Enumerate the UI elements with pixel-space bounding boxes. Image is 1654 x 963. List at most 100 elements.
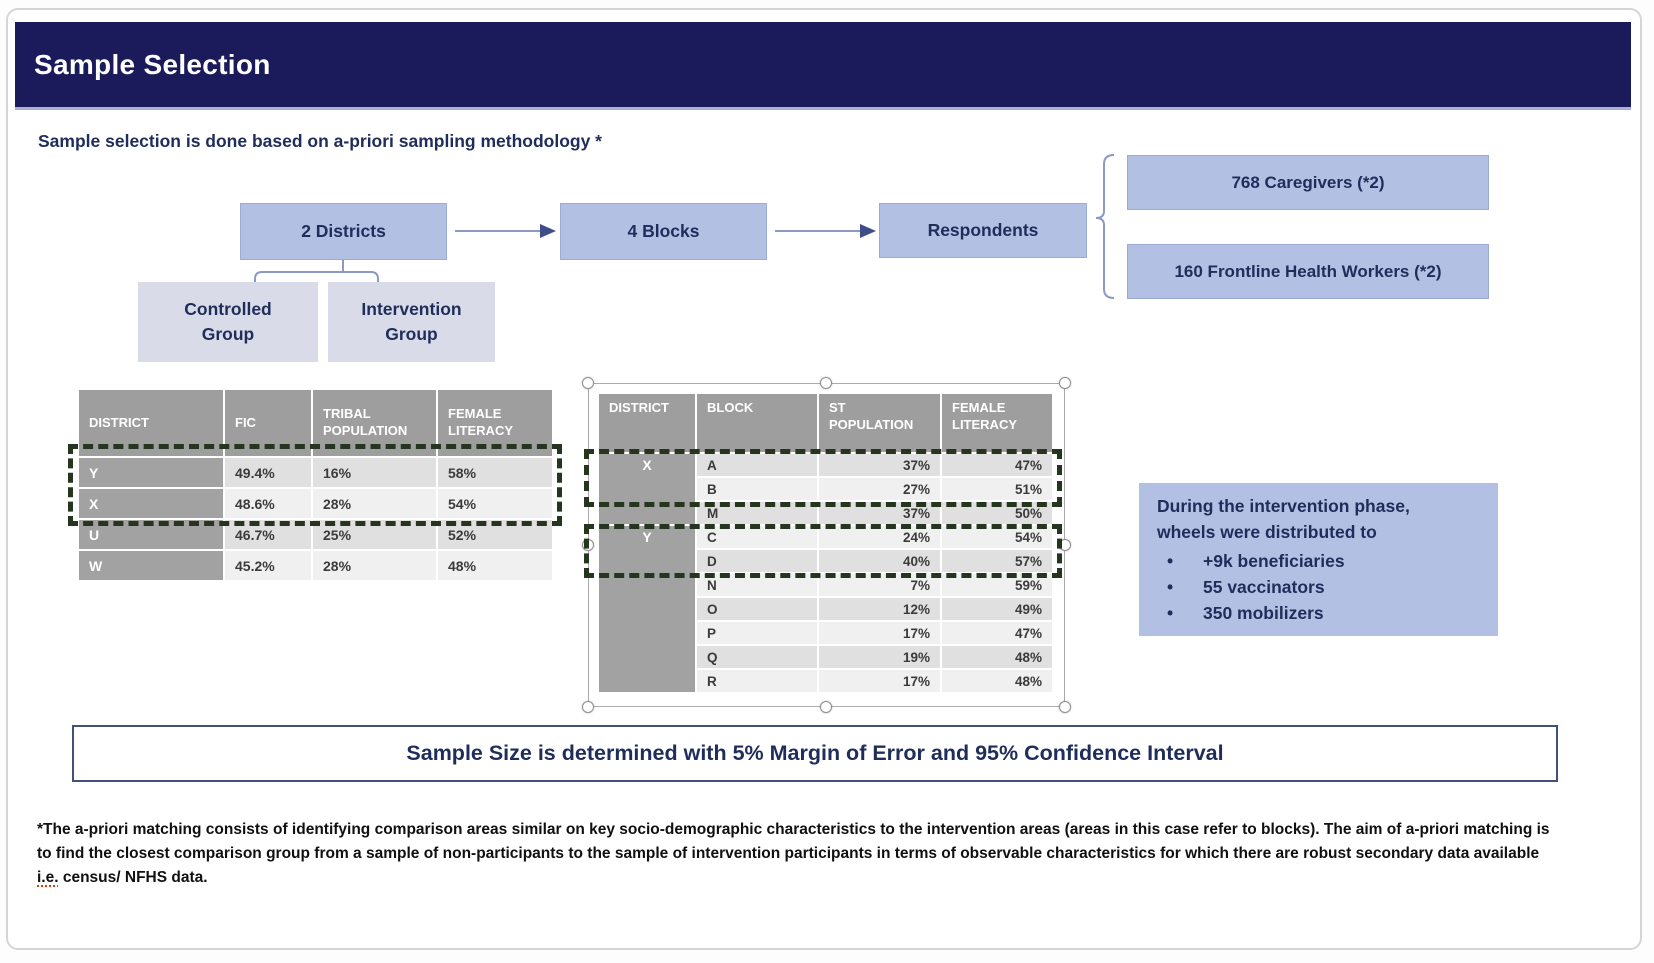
flow-box-label: 768 Caregivers (*2) (1231, 172, 1385, 192)
table-row: W 45.2% 28% 48% (79, 551, 552, 580)
footnote-line-rest: census/ NFHS data. (58, 869, 208, 886)
cell: B (697, 478, 817, 500)
table-row: O 12% 49% (599, 598, 1052, 620)
note-bullet-list: +9k beneficiaries 55 vaccinators 350 mob… (1157, 548, 1486, 627)
cell: 37% (819, 502, 940, 524)
cell: 7% (819, 574, 940, 596)
table-row: B 27% 51% (599, 478, 1052, 500)
cell: 17% (819, 670, 940, 692)
highlight-dashed-box-blocks-y (584, 524, 1062, 578)
flow-box-blocks: 4 Blocks (560, 203, 767, 260)
spellcheck-underlined-text: i.e. (37, 869, 59, 886)
footnote-line: *The a-priori matching consists of ident… (37, 821, 1550, 838)
flow-box-label: Intervention Group (361, 298, 462, 344)
table-header-row: DISTRICT BLOCK ST POPULATION FEMALE LITE… (599, 394, 1052, 452)
note-intro: During the intervention phase, wheels we… (1157, 496, 1410, 543)
cell: 48% (942, 646, 1052, 668)
cell-district-y: Y (599, 526, 695, 692)
list-item: +9k beneficiaries (1157, 548, 1486, 575)
flow-box-controlled-group: Controlled Group (138, 282, 318, 362)
cell: 57% (942, 550, 1052, 572)
cell: 28% (313, 489, 436, 518)
column-header: FEMALE LITERACY (942, 394, 1052, 452)
cell: 28% (313, 551, 436, 580)
block-comparison-table[interactable]: DISTRICT BLOCK ST POPULATION FEMALE LITE… (597, 392, 1054, 694)
cell: 58% (438, 458, 552, 487)
sample-size-banner: Sample Size is determined with 5% Margin… (72, 725, 1558, 782)
table-row: Y 49.4% 16% 58% (79, 458, 552, 487)
table-row: Y C 24% 54% (599, 526, 1052, 692)
table-row: D 40% 57% (599, 550, 1052, 572)
cell: D (697, 550, 817, 572)
table-row: Q 19% 48% (599, 646, 1052, 668)
cell: Q (697, 646, 817, 668)
cell: 51% (942, 478, 1052, 500)
cell: 40% (819, 550, 940, 572)
cell: 47% (942, 454, 1052, 476)
flow-box-caregivers: 768 Caregivers (*2) (1127, 155, 1489, 210)
cell: N (697, 574, 817, 596)
resize-handle-bottom-right[interactable] (1059, 701, 1071, 713)
flow-box-districts: 2 Districts (240, 203, 447, 260)
cell-district: Y (79, 458, 223, 487)
highlight-dashed-box-blocks-x (584, 449, 1062, 507)
cell: 19% (819, 646, 940, 668)
resize-handle-bottom-center[interactable] (820, 701, 832, 713)
list-item: 55 vaccinators (1157, 574, 1486, 601)
cell: 54% (438, 489, 552, 518)
table-row: X 48.6% 28% 54% (79, 489, 552, 518)
cell: 50% (942, 502, 1052, 524)
resize-handle-top-left[interactable] (582, 377, 594, 389)
flow-box-label: 4 Blocks (627, 221, 700, 241)
cell: 17% (819, 622, 940, 644)
cell: 48% (942, 670, 1052, 692)
cell: P (697, 622, 817, 644)
cell: 45.2% (225, 551, 311, 580)
cell: 12% (819, 598, 940, 620)
flow-box-health-workers: 160 Frontline Health Workers (*2) (1127, 244, 1489, 299)
cell: A (697, 454, 817, 476)
cell: 49% (942, 598, 1052, 620)
column-header: ST POPULATION (819, 394, 940, 452)
column-header: BLOCK (697, 394, 817, 452)
flow-box-label: 160 Frontline Health Workers (*2) (1174, 261, 1442, 281)
cell: 48% (438, 551, 552, 580)
district-comparison-table: DISTRICT FIC TRIBAL POPULATION FEMALE LI… (77, 388, 554, 582)
flow-box-label: Controlled Group (184, 298, 272, 344)
flow-box-intervention-group: Intervention Group (328, 282, 495, 362)
table-row: M 37% 50% (599, 502, 1052, 524)
resize-handle-top-right[interactable] (1059, 377, 1071, 389)
footnote-line: to find the closest comparison group fro… (37, 845, 1540, 862)
cell: 27% (819, 478, 940, 500)
cell: M (697, 502, 817, 524)
highlight-dashed-box-districts (68, 444, 562, 526)
cell: 24% (819, 526, 940, 548)
table-row: X A 37% 47% (599, 454, 1052, 524)
resize-handle-bottom-left[interactable] (582, 701, 594, 713)
cell: 47% (942, 622, 1052, 644)
cell: 59% (942, 574, 1052, 596)
cell-district: X (79, 489, 223, 518)
resize-handle-top-center[interactable] (820, 377, 832, 389)
column-header: DISTRICT (599, 394, 695, 452)
intervention-note-box: During the intervention phase, wheels we… (1139, 483, 1498, 636)
cell: 37% (819, 454, 940, 476)
list-item: 350 mobilizers (1157, 600, 1486, 627)
banner-text: Sample Size is determined with 5% Margin… (406, 741, 1224, 765)
cell: 54% (942, 526, 1052, 548)
flow-box-respondents: Respondents (879, 203, 1087, 258)
footnote-line: i.e. census/ NFHS data. (37, 866, 1617, 890)
footnote: *The a-priori matching consists of ident… (37, 818, 1617, 890)
cell: O (697, 598, 817, 620)
cell: R (697, 670, 817, 692)
flow-box-label: 2 Districts (301, 221, 386, 241)
page-title: Sample Selection (34, 48, 271, 80)
flow-box-label: Respondents (927, 220, 1039, 240)
cell-district: W (79, 551, 223, 580)
cell: 49.4% (225, 458, 311, 487)
table-row: P 17% 47% (599, 622, 1052, 644)
cell: 16% (313, 458, 436, 487)
cell: C (697, 526, 817, 548)
table-row: N 7% 59% (599, 574, 1052, 596)
